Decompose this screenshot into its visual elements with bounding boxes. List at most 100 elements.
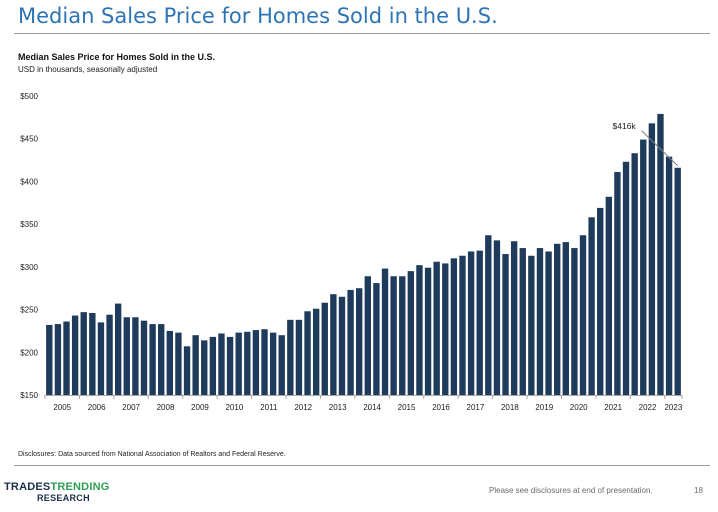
bar [510,241,518,395]
bar [571,248,578,395]
bar-series [46,113,681,395]
bar [424,267,432,395]
bar [407,271,415,395]
bar [433,261,440,395]
y-tick-label: $350 [20,220,38,229]
bar [338,296,346,395]
logo-wordmark: TRADESTRENDING [4,481,109,493]
bar [416,265,423,395]
bar [665,156,673,395]
bar [373,283,380,395]
bar [450,258,458,395]
bar [528,255,535,395]
bar [622,161,630,395]
x-axis: 2005 2006 2007 2008 2009 2010 2011 2012 2013 2014… [44,395,683,412]
bar [648,123,656,395]
bar [467,251,475,395]
bar [175,332,182,395]
x-tick-label: 2012 [294,403,312,412]
bar [588,217,595,395]
bar [132,317,139,395]
bar [631,153,638,395]
footer-divider [14,465,710,466]
bar [80,312,87,395]
bar [381,268,389,395]
bar [605,196,613,395]
logo-word-trending: TRENDING [50,481,110,493]
bar [364,276,371,395]
x-tick-label: 2008 [157,403,175,412]
bar [269,332,277,395]
logo-word-trades: TRADES [4,481,51,493]
bar [218,333,225,395]
footer-disclosure-note: Please see disclosures at end of present… [489,486,653,495]
bar [295,319,303,395]
bar [252,330,260,395]
bar [519,248,526,395]
y-tick-label: $200 [20,348,38,357]
bar [201,340,208,395]
bar [183,346,191,395]
bar [562,242,569,395]
bar [226,336,234,395]
bar [261,329,268,395]
chart-subtitle: USD in thousands, seasonally adjusted [18,65,158,74]
x-tick-label: 2021 [604,403,622,412]
page-number: 18 [694,486,703,495]
bar [502,254,509,395]
bar [399,276,406,395]
bar [312,308,320,395]
company-logo: TRADESTRENDING RESEARCH [4,481,134,505]
y-tick-label: $450 [20,135,38,144]
bar [347,289,354,395]
x-tick-label: 2005 [53,403,71,412]
x-tick-label: 2019 [535,403,553,412]
x-tick-label: 2011 [260,403,278,412]
title-divider [14,33,710,34]
bar [235,332,242,395]
bar [674,167,681,395]
bar [123,317,130,395]
chart-title: Median Sales Price for Homes Sold in the… [18,52,216,62]
bar [158,324,165,395]
y-tick-label: $250 [20,306,38,315]
bar [476,250,483,395]
x-tick-label: 2015 [398,403,416,412]
x-tick-label: 2016 [432,403,450,412]
y-tick-label: $150 [20,391,38,400]
y-axis-ticks: $150 $200 $250 $300 $350 $400 $450 $500 [20,92,38,400]
x-tick-label: 2022 [639,403,657,412]
bar [485,235,492,395]
x-tick-label: 2006 [88,403,106,412]
bar [140,320,148,395]
bar [209,336,217,395]
bar [192,335,199,395]
slide-title: Median Sales Price for Homes Sold in the… [18,4,498,28]
bar [459,255,466,395]
annotation-leader-line [641,130,679,167]
bar [442,263,449,395]
bar [640,139,647,395]
bar [657,113,664,395]
bar [536,248,544,395]
bar [614,172,621,395]
bar [46,324,53,395]
bar [304,311,311,395]
x-tick-label: 2014 [363,403,381,412]
y-tick-label: $400 [20,177,38,186]
y-tick-label: $500 [20,92,38,101]
bar [71,315,79,395]
logo-word-research: RESEARCH [37,493,90,503]
bar [63,321,70,395]
bar [89,312,96,395]
bar [356,288,363,395]
x-tick-label: 2020 [570,403,588,412]
bar [166,330,173,395]
bar [390,276,397,395]
bar [330,294,337,395]
bar [278,335,285,395]
x-tick-label: 2007 [122,403,140,412]
bar [97,322,105,395]
chart-annotations: $416k [613,121,679,167]
x-tick-label: 2018 [501,403,519,412]
